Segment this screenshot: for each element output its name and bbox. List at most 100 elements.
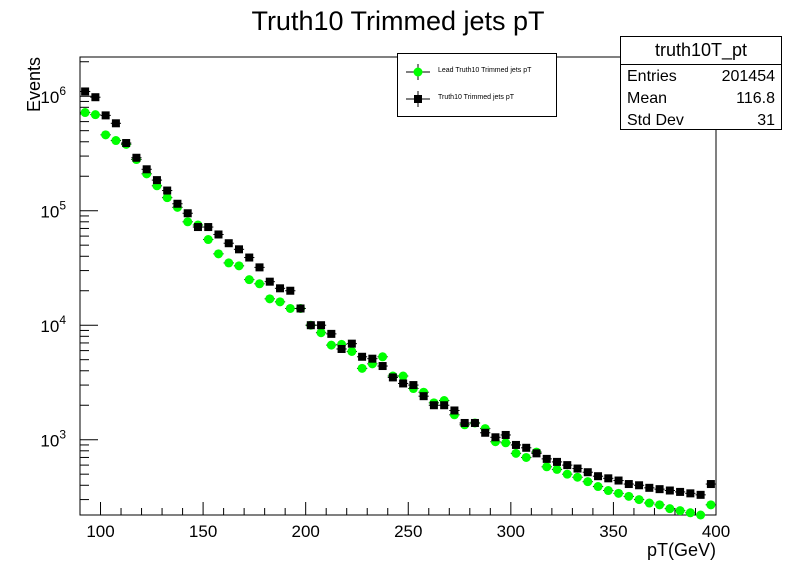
point-lead-26 (347, 346, 357, 356)
point-all-51 (604, 474, 613, 483)
point-all-26 (347, 339, 356, 348)
point-all-5 (132, 153, 141, 162)
point-lead-54 (634, 495, 644, 505)
point-lead-10 (183, 217, 193, 227)
point-lead-43 (521, 452, 531, 462)
point-all-38 (470, 418, 479, 427)
point-all-48 (573, 464, 582, 473)
stats-value-stddev: 31 (757, 112, 775, 129)
point-lead-59 (685, 508, 695, 518)
legend-entry-all: Truth10 Trimmed jets pT (398, 89, 556, 109)
point-all-45 (542, 454, 551, 463)
point-lead-49 (583, 477, 593, 487)
point-all-0 (81, 87, 90, 96)
point-all-58 (676, 487, 685, 496)
point-lead-13 (213, 249, 223, 259)
point-all-42 (511, 440, 520, 449)
x-tick-label-300: 300 (497, 522, 525, 541)
legend-label-all: Truth10 Trimmed jets pT (438, 94, 514, 101)
point-all-7 (152, 176, 161, 185)
point-all-25 (337, 344, 346, 353)
point-lead-19 (275, 297, 285, 307)
x-tick-label-400: 400 (702, 522, 730, 541)
point-all-11 (193, 223, 202, 232)
point-all-43 (522, 443, 531, 452)
point-all-60 (696, 490, 705, 499)
point-all-29 (378, 362, 387, 371)
point-all-39 (481, 428, 490, 437)
point-lead-12 (203, 235, 213, 245)
point-lead-15 (234, 261, 244, 271)
point-lead-2 (101, 130, 111, 140)
point-lead-60 (696, 510, 706, 520)
point-lead-61 (706, 500, 716, 510)
x-axis-label: pT(GeV) (647, 540, 716, 560)
stats-value-mean: 116.8 (736, 90, 775, 107)
point-all-61 (706, 480, 715, 489)
point-all-2 (101, 111, 110, 120)
point-lead-50 (593, 482, 603, 492)
point-all-35 (440, 401, 449, 410)
point-lead-45 (542, 462, 552, 472)
legend-marker-all (406, 91, 430, 107)
point-all-3 (111, 119, 120, 128)
stats-row-entries: Entries 201454 (621, 65, 781, 87)
point-all-34 (429, 401, 438, 410)
legend: Lead Truth10 Trimmed jets pT Truth10 Tri… (397, 53, 557, 117)
point-all-30 (388, 373, 397, 382)
point-lead-58 (675, 506, 685, 516)
point-lead-27 (357, 363, 367, 373)
point-lead-41 (501, 438, 511, 448)
point-lead-51 (603, 486, 613, 496)
point-all-24 (327, 329, 336, 338)
point-lead-29 (378, 352, 388, 362)
stats-label-mean: Mean (627, 90, 668, 107)
point-all-4 (122, 139, 131, 148)
point-all-9 (173, 199, 182, 208)
point-all-54 (635, 481, 644, 490)
point-lead-57 (665, 504, 675, 514)
point-all-55 (645, 483, 654, 492)
point-all-40 (491, 433, 500, 442)
point-all-23 (317, 321, 326, 330)
point-lead-56 (655, 500, 665, 510)
stats-label-stddev: Std Dev (627, 112, 684, 129)
point-lead-0 (80, 108, 90, 118)
chart-title: Truth10 Trimmed jets pT (251, 6, 545, 36)
stats-row-mean: Mean 116.8 (621, 87, 781, 109)
point-lead-42 (511, 448, 521, 458)
point-lead-53 (624, 491, 634, 501)
point-lead-18 (265, 294, 275, 304)
stats-box: truth10T_pt Entries 201454 Mean 116.8 St… (620, 36, 782, 130)
point-all-31 (399, 379, 408, 388)
point-all-28 (368, 354, 377, 363)
stats-title: truth10T_pt (621, 37, 781, 65)
y-tick-label-1e6: 106 (40, 84, 66, 107)
point-all-8 (163, 186, 172, 195)
point-all-6 (142, 165, 151, 174)
point-all-32 (409, 381, 418, 390)
x-tick-label-200: 200 (291, 522, 319, 541)
point-all-10 (183, 209, 192, 218)
point-lead-52 (614, 488, 624, 498)
point-all-18 (265, 277, 274, 286)
point-lead-16 (244, 275, 254, 285)
point-all-27 (358, 352, 367, 361)
point-lead-46 (552, 464, 562, 474)
point-all-41 (501, 430, 510, 439)
point-all-46 (553, 457, 561, 466)
y-tick-label-1e5: 105 (40, 199, 66, 222)
point-lead-8 (162, 193, 172, 203)
point-all-52 (614, 476, 623, 485)
point-all-36 (450, 406, 459, 415)
y-axis-label: Events (24, 57, 44, 112)
point-all-12 (204, 223, 213, 232)
x-tick-label-250: 250 (394, 522, 422, 541)
x-tick-label-150: 150 (189, 522, 217, 541)
y-tick-label-1e3: 103 (40, 428, 66, 451)
point-lead-14 (224, 258, 234, 268)
point-all-17 (255, 263, 264, 272)
point-all-13 (214, 230, 223, 239)
point-lead-48 (573, 472, 583, 482)
